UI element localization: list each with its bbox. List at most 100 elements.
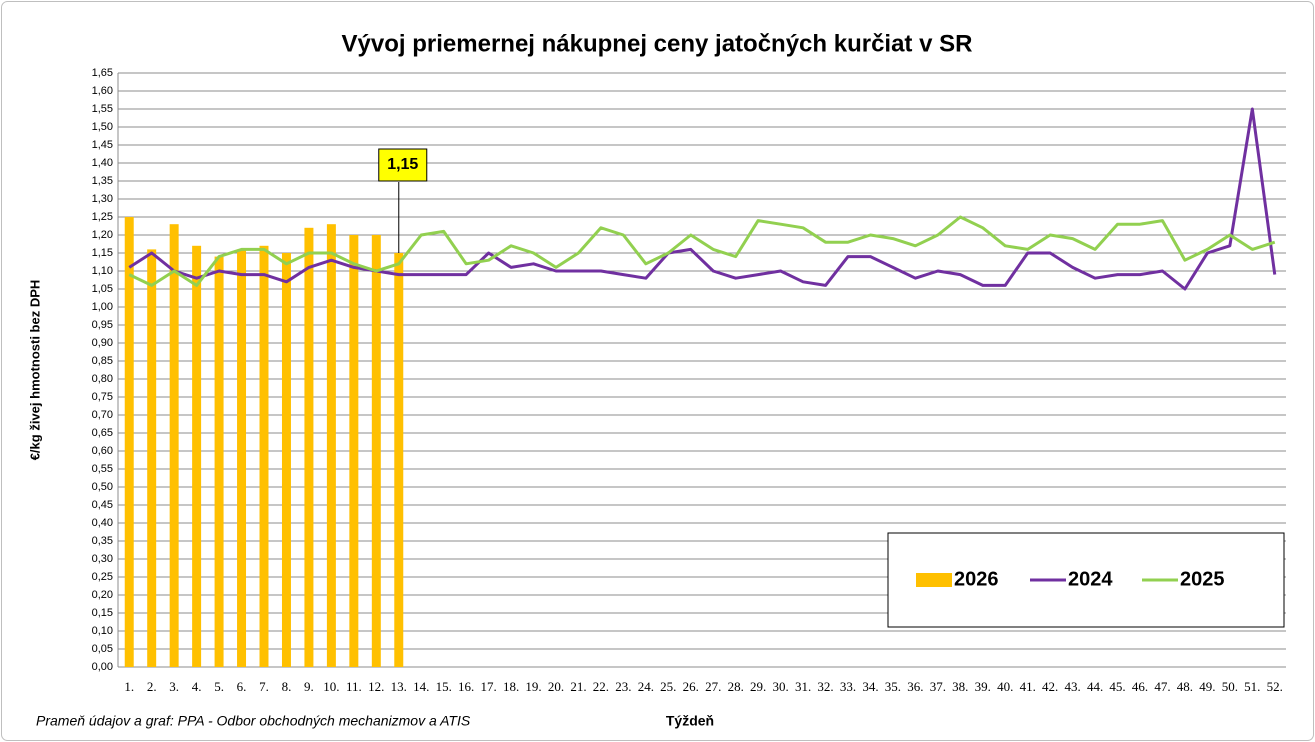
x-tick-label: 51. [1244, 679, 1260, 694]
x-tick-label: 20. [548, 679, 564, 694]
x-tick-label: 25. [660, 679, 676, 694]
x-tick-label: 11. [346, 679, 362, 694]
data-label: 1,15 [387, 156, 418, 173]
x-tick-label: 14. [413, 679, 429, 694]
x-tick-label: 26. [683, 679, 699, 694]
y-tick-label: 1,00 [92, 301, 113, 313]
y-tick-label: 0,80 [92, 373, 113, 385]
x-tick-label: 38. [952, 679, 968, 694]
x-tick-label: 4. [192, 679, 202, 694]
y-tick-label: 0,10 [92, 625, 113, 637]
x-tick-label: 43. [1064, 679, 1080, 694]
y-tick-label: 1,35 [92, 175, 113, 187]
x-tick-label: 37. [930, 679, 946, 694]
y-tick-label: 0,40 [92, 517, 113, 529]
x-tick-label: 18. [503, 679, 519, 694]
x-tick-label: 41. [1020, 679, 1036, 694]
y-tick-label: 0,90 [92, 337, 113, 349]
y-tick-label: 0,05 [92, 643, 113, 655]
bar [304, 227, 314, 668]
x-tick-label: 23. [615, 679, 631, 694]
line-series [128, 107, 1277, 291]
bar [214, 256, 224, 667]
x-tick-label: 48. [1177, 679, 1193, 694]
x-tick-label: 42. [1042, 679, 1058, 694]
y-axis-label: €/kg živej hmotnosti bez DPH [27, 280, 42, 461]
x-tick-label: 12. [368, 679, 384, 694]
bar [394, 253, 404, 667]
x-tick-label: 6. [237, 679, 247, 694]
y-tick-label: 1,05 [92, 283, 113, 295]
y-tick-label: 0,00 [92, 661, 113, 673]
x-tick-label: 7. [259, 679, 269, 694]
line-series [128, 215, 1276, 287]
bar [326, 224, 336, 667]
y-tick-label: 0,50 [92, 481, 113, 493]
x-tick-label: 2. [147, 679, 157, 694]
x-tick-label: 8. [282, 679, 292, 694]
bar [237, 249, 247, 667]
x-tick-label: 47. [1154, 679, 1170, 694]
x-tick-label: 21. [570, 679, 586, 694]
y-tick-label: 1,65 [92, 67, 113, 79]
legend-label: 2025 [1180, 568, 1225, 590]
bar [371, 235, 381, 667]
x-tick-label: 39. [975, 679, 991, 694]
legend-label: 2024 [1068, 568, 1113, 590]
legend-swatch [916, 573, 952, 587]
x-tick-label: 46. [1132, 679, 1148, 694]
y-tick-label: 0,55 [92, 463, 113, 475]
y-tick-label: 0,75 [92, 391, 113, 403]
x-tick-label: 28. [728, 679, 744, 694]
x-tick-label: 22. [593, 679, 609, 694]
y-tick-label: 1,50 [92, 121, 113, 133]
y-tick-label: 0,60 [92, 445, 113, 457]
x-tick-label: 33. [840, 679, 856, 694]
x-tick-label: 44. [1087, 679, 1103, 694]
x-tick-label: 17. [480, 679, 496, 694]
y-tick-label: 1,60 [92, 85, 113, 97]
y-tick-label: 1,20 [92, 229, 113, 241]
y-tick-label: 1,55 [92, 103, 113, 115]
x-tick-label: 15. [436, 679, 452, 694]
source-note: Prameň údajov a graf: PPA - Odbor obchod… [36, 713, 471, 729]
y-tick-label: 0,15 [92, 607, 113, 619]
x-tick-label: 36. [907, 679, 923, 694]
y-tick-label: 0,20 [92, 589, 113, 601]
x-tick-label: 29. [750, 679, 766, 694]
x-tick-label: 32. [817, 679, 833, 694]
x-tick-label: 27. [705, 679, 721, 694]
x-tick-label: 3. [169, 679, 179, 694]
x-tick-label: 31. [795, 679, 811, 694]
x-tick-label: 35. [885, 679, 901, 694]
x-tick-label: 52. [1267, 679, 1283, 694]
x-tick-label: 16. [458, 679, 474, 694]
y-tick-label: 1,10 [92, 265, 113, 277]
x-tick-label: 45. [1109, 679, 1125, 694]
y-tick-label: 1,45 [92, 139, 113, 151]
legend-label: 2026 [954, 568, 999, 590]
x-tick-label: 30. [772, 679, 788, 694]
y-tick-label: 0,25 [92, 571, 113, 583]
x-tick-label: 10. [323, 679, 339, 694]
x-tick-label: 13. [391, 679, 407, 694]
data-label-box [378, 148, 428, 182]
x-tick-label: 1. [124, 679, 134, 694]
x-tick-label: 50. [1222, 679, 1238, 694]
bar [169, 224, 179, 667]
x-tick-label: 24. [638, 679, 654, 694]
x-tick-label: 40. [997, 679, 1013, 694]
y-tick-label: 1,40 [92, 157, 113, 169]
x-tick-label: 9. [304, 679, 314, 694]
x-tick-label: 49. [1199, 679, 1215, 694]
y-tick-label: 0,65 [92, 427, 113, 439]
y-tick-label: 0,95 [92, 319, 113, 331]
bar [349, 235, 359, 667]
x-tick-label: 19. [525, 679, 541, 694]
bar [192, 245, 202, 668]
x-axis-label: Týždeň [666, 713, 714, 729]
y-tick-label: 0,45 [92, 499, 113, 511]
y-tick-label: 0,30 [92, 553, 113, 565]
y-tick-label: 1,30 [92, 193, 113, 205]
